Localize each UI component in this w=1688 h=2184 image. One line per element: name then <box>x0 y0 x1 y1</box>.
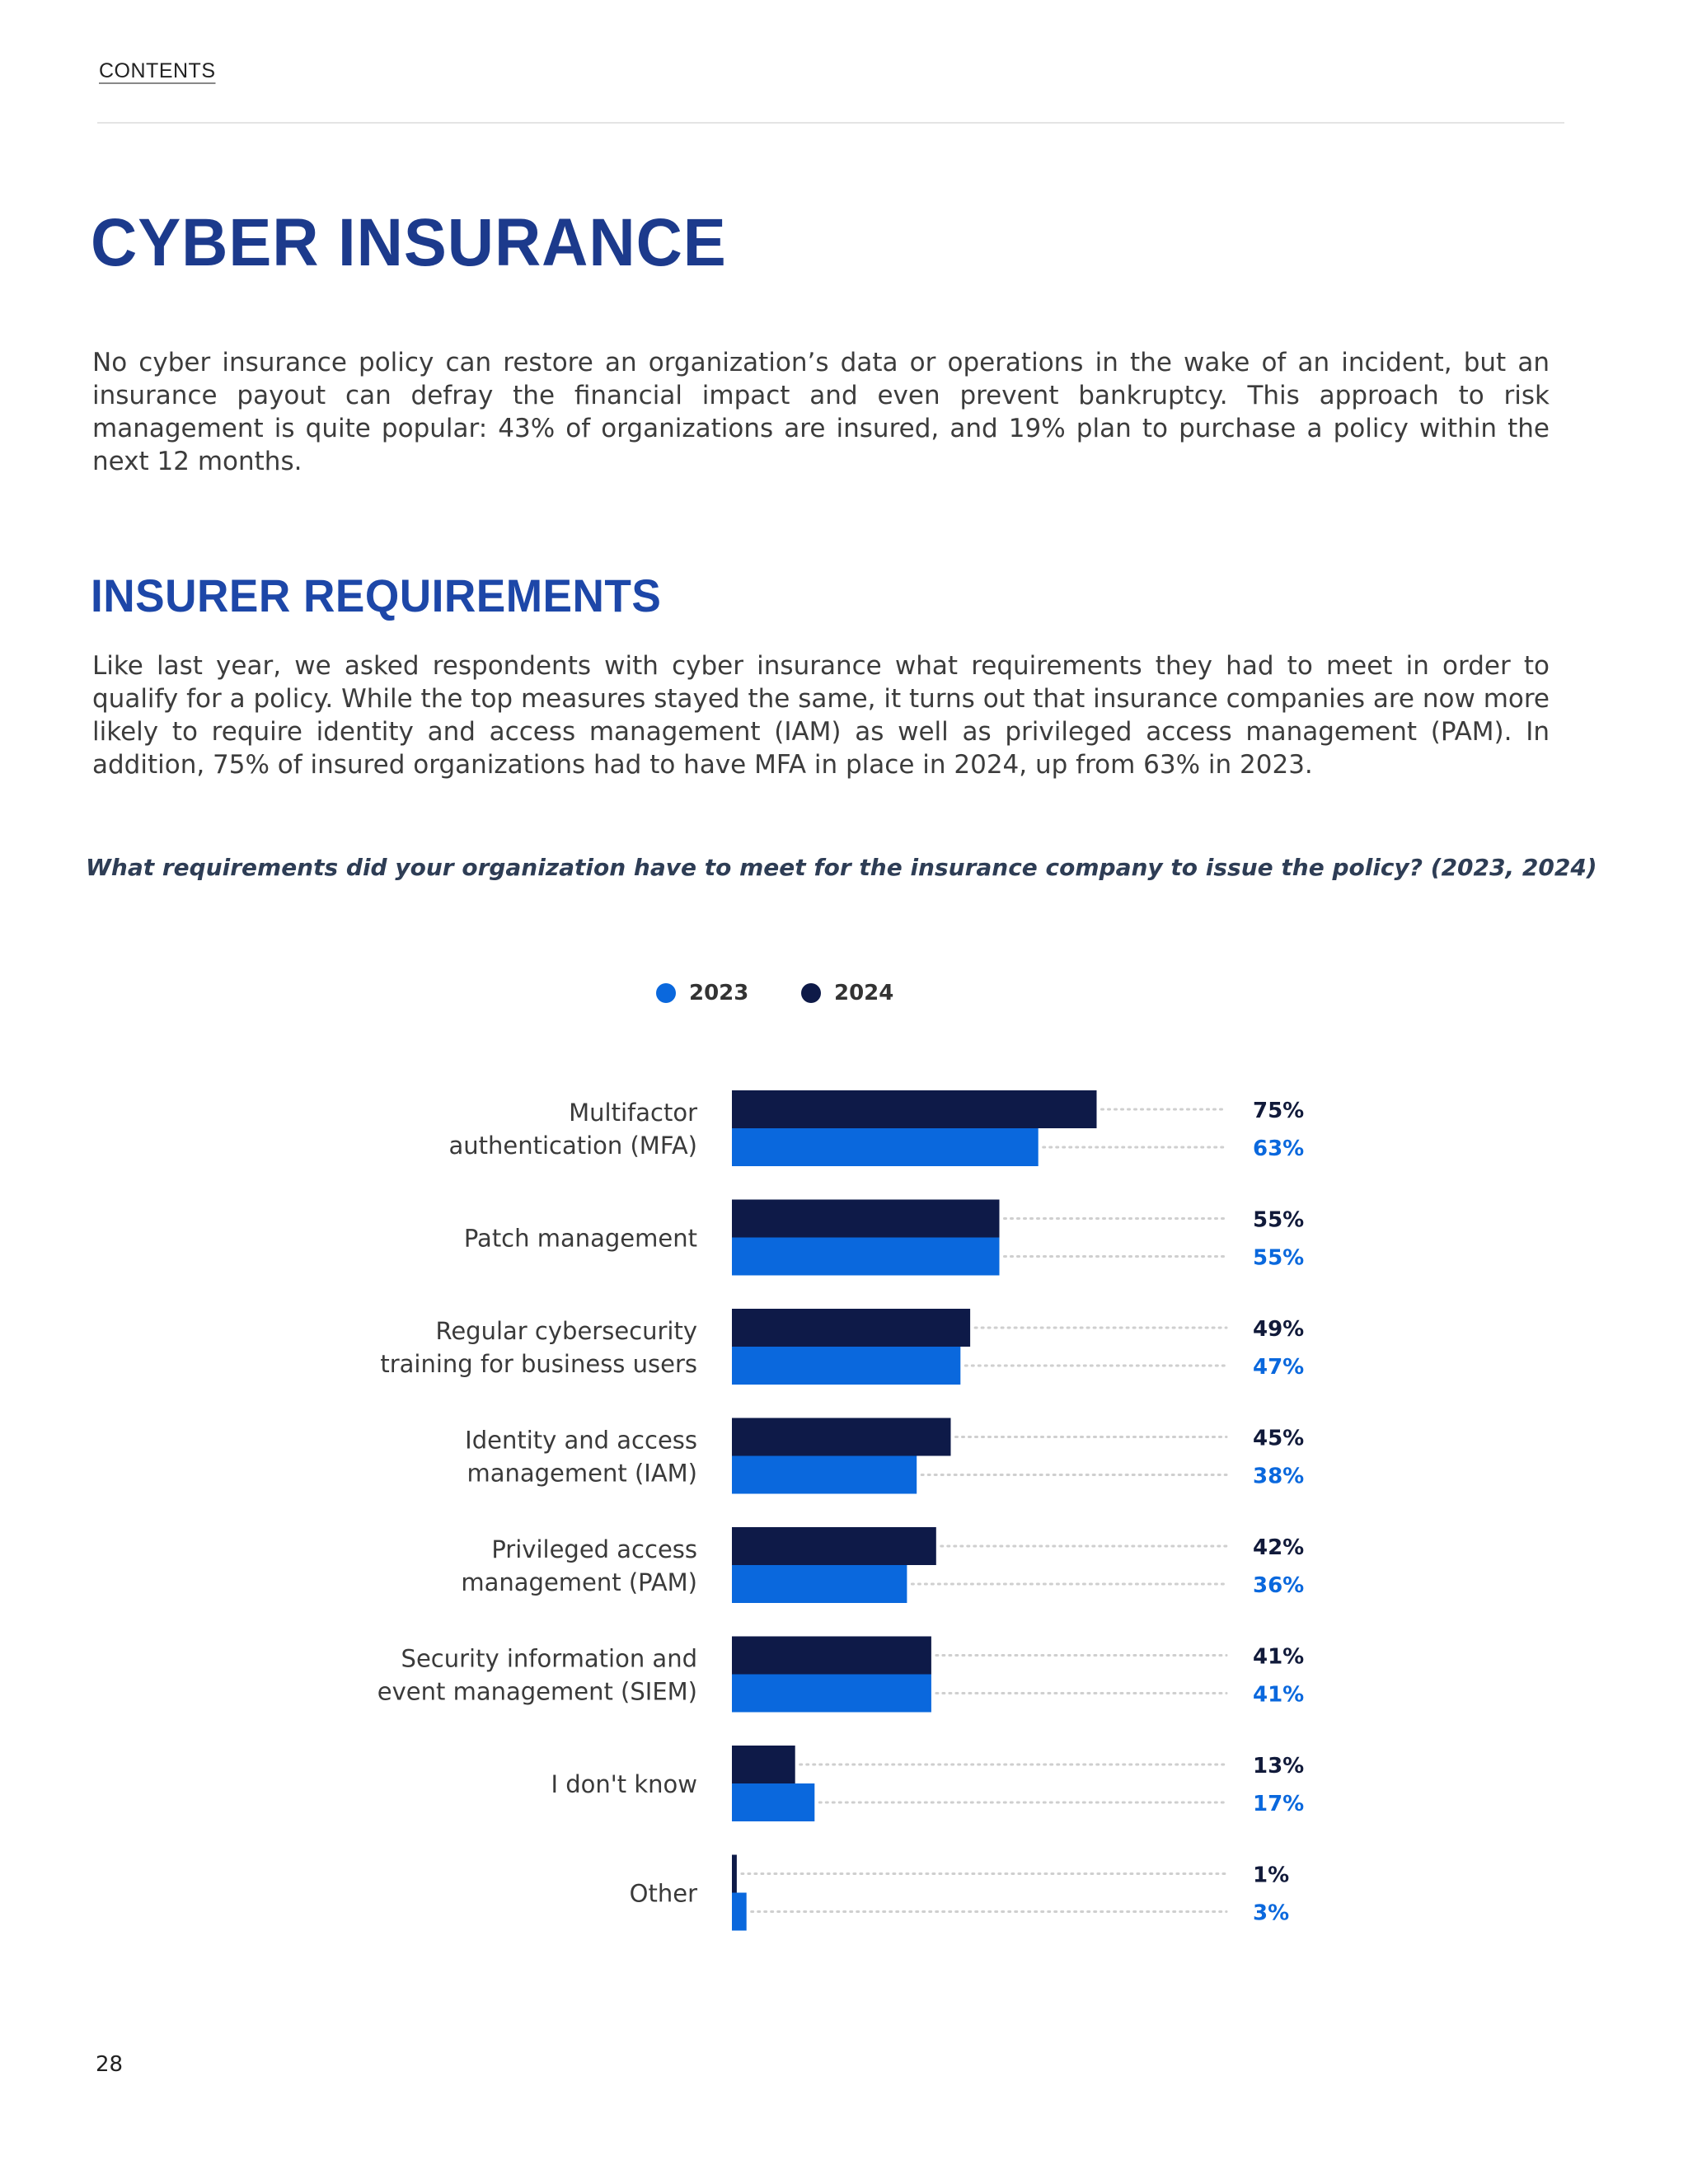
category-label: Patch management <box>464 1225 697 1253</box>
category-label: management (IAM) <box>467 1460 697 1488</box>
page-title: CYBER INSURANCE <box>91 205 727 280</box>
bar-2023 <box>732 1128 1039 1166</box>
bar-2024 <box>732 1636 931 1675</box>
legend-label-2024: 2024 <box>834 981 894 1005</box>
value-label-2024: 13% <box>1253 1754 1304 1779</box>
page-number: 28 <box>96 2052 124 2077</box>
legend-dot-2024 <box>801 983 821 1003</box>
value-label-2024: 42% <box>1253 1535 1304 1560</box>
bar-2023 <box>732 1455 917 1494</box>
bar-2023 <box>732 1892 747 1931</box>
legend-dot-2023 <box>656 983 676 1003</box>
value-label-2023: 36% <box>1253 1573 1304 1598</box>
chart-title: What requirements did your organization … <box>86 854 1597 881</box>
category-label: I don't know <box>551 1770 698 1798</box>
value-label-2024: 41% <box>1253 1645 1304 1670</box>
bar-2023 <box>732 1783 815 1821</box>
category-label: Regular cybersecurity <box>435 1317 697 1345</box>
value-label-2023: 17% <box>1253 1792 1304 1816</box>
bar-2023 <box>732 1347 961 1385</box>
value-label-2023: 38% <box>1253 1465 1304 1489</box>
bar-2024 <box>732 1418 951 1456</box>
chart-legend: 2023 2024 <box>0 981 1688 1014</box>
value-label-2024: 45% <box>1253 1427 1304 1451</box>
section-paragraph: Like last year, we asked respondents wit… <box>92 651 1550 780</box>
bar-2024 <box>732 1854 737 1893</box>
value-label-2024: 75% <box>1253 1099 1304 1123</box>
value-label-2024: 1% <box>1253 1863 1289 1888</box>
category-label: authentication (MFA) <box>448 1132 697 1160</box>
value-label-2024: 55% <box>1253 1208 1304 1233</box>
category-label: Identity and access <box>465 1427 697 1455</box>
bar-2024 <box>732 1090 1097 1128</box>
value-label-2024: 49% <box>1253 1317 1304 1342</box>
contents-link[interactable]: CONTENTS <box>99 59 216 82</box>
header-divider <box>97 122 1564 124</box>
value-label-2023: 3% <box>1253 1901 1289 1926</box>
intro-paragraph: No cyber insurance policy can restore an… <box>92 348 1550 476</box>
bar-2024 <box>732 1746 795 1783</box>
bar-2024 <box>732 1527 936 1565</box>
legend-item-2023: 2023 <box>656 981 748 1005</box>
category-label: training for business users <box>380 1350 697 1378</box>
category-label: Privileged access <box>491 1535 697 1563</box>
category-label: event management (SIEM) <box>377 1678 697 1706</box>
value-label-2023: 55% <box>1253 1246 1304 1271</box>
legend-item-2024: 2024 <box>801 981 893 1005</box>
bar-2023 <box>732 1565 907 1603</box>
value-label-2023: 41% <box>1253 1683 1304 1708</box>
category-label: Security information and <box>401 1645 697 1673</box>
bar-2024 <box>732 1199 1000 1238</box>
bar-2023 <box>732 1674 931 1713</box>
value-label-2023: 47% <box>1253 1355 1304 1380</box>
category-label: management (PAM) <box>461 1568 697 1596</box>
bar-2024 <box>732 1309 971 1347</box>
value-label-2023: 63% <box>1253 1137 1304 1161</box>
category-label: Other <box>630 1880 697 1908</box>
section-heading: INSURER REQUIREMENTS <box>91 569 662 621</box>
bar-2023 <box>732 1237 1000 1276</box>
legend-label-2023: 2023 <box>689 981 749 1005</box>
category-label: Multifactor <box>569 1099 697 1127</box>
